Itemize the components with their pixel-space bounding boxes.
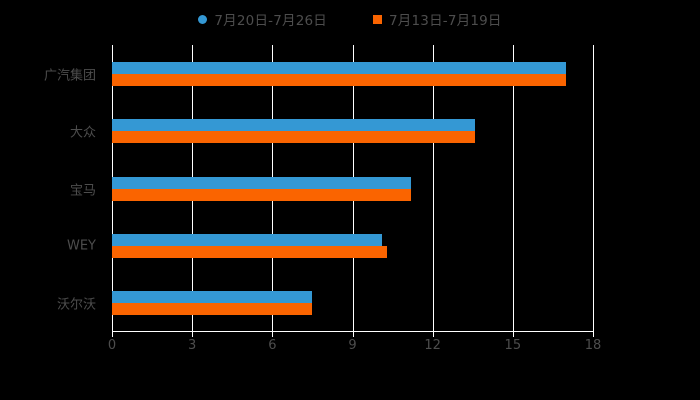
bar-1-2[interactable] xyxy=(112,188,412,201)
y-axis-labels: 广汽集团大众宝马 WEY 沃尔沃 xyxy=(0,45,106,332)
legend-item-0[interactable]: 7月20日-7月26日 xyxy=(198,9,327,29)
x-tick-mark-6 xyxy=(593,332,594,337)
x-tick-mark-2 xyxy=(272,332,274,337)
x-tick-label-2: 6 xyxy=(268,338,277,353)
x-tick-label-0: 0 xyxy=(107,338,117,353)
x-tick-label-1: 3 xyxy=(188,338,197,353)
x-tick-mark-5 xyxy=(512,332,514,337)
x-tick-mark-3 xyxy=(352,332,354,337)
y-axis-label-2: 宝马 xyxy=(69,183,96,198)
x-axis-ticks: 0 3 6 9 12 15 18 xyxy=(108,332,601,362)
bar-0-4[interactable] xyxy=(112,291,313,304)
bar-1-0[interactable] xyxy=(112,73,567,86)
bar-1-1[interactable] xyxy=(112,131,476,144)
x-tick-label-3: 9 xyxy=(348,338,357,353)
y-axis-label-4: 沃尔沃 xyxy=(56,297,96,313)
legend-item-1[interactable]: 7月13日-7月19日 xyxy=(373,9,502,29)
bar-0-0[interactable] xyxy=(112,61,567,74)
x-tick-label-4: 12 xyxy=(424,338,441,353)
x-tick-mark-4 xyxy=(432,332,434,337)
bar-1-3[interactable] xyxy=(112,245,388,258)
y-axis-label-3: WEY xyxy=(66,238,96,254)
gridline xyxy=(512,45,514,332)
legend-label-0: 7月20日-7月26日 xyxy=(214,13,327,29)
plot-area xyxy=(112,45,594,332)
x-tick-label-5: 15 xyxy=(504,338,522,353)
gridline xyxy=(593,45,594,332)
bar-0-2[interactable] xyxy=(112,176,412,189)
legend-label-1: 7月13日-7月19日 xyxy=(389,13,502,29)
legend-square-icon xyxy=(373,14,382,24)
chart-legend: 7月20日-7月26日 7月13日-7月19日 xyxy=(0,8,700,30)
bar-1-4[interactable] xyxy=(112,303,313,316)
gridline xyxy=(432,45,434,332)
legend-dot-icon xyxy=(198,14,208,24)
x-tick-label-6: 18 xyxy=(584,338,602,353)
x-tick-mark-0 xyxy=(112,332,113,337)
x-tick-mark-1 xyxy=(192,332,194,337)
bar-0-3[interactable] xyxy=(112,233,382,246)
y-axis-label-1: 大众 xyxy=(69,125,96,141)
y-axis-label-0: 广汽集团 xyxy=(43,68,96,84)
bar-0-1[interactable] xyxy=(112,119,476,132)
